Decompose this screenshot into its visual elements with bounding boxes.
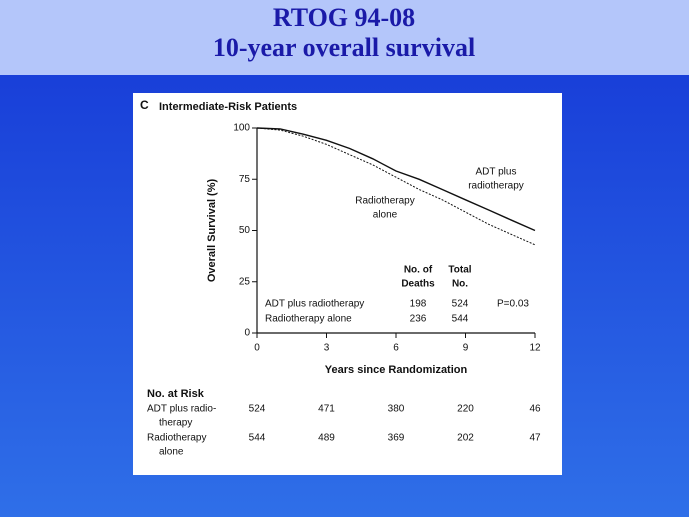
inset-header: No. [452, 279, 468, 290]
risk-count: 220 [457, 404, 474, 415]
curve-annotation: alone [373, 210, 398, 221]
title-band [0, 0, 689, 75]
risk-row-name: therapy [159, 418, 192, 429]
y-tick-label: 25 [239, 276, 251, 287]
curve-annotation: Radiotherapy [355, 196, 414, 207]
x-tick-label: 0 [254, 343, 260, 354]
y-tick-label: 100 [233, 123, 250, 134]
risk-count: 47 [529, 433, 541, 444]
inset-header: No. of [404, 265, 433, 276]
x-tick-label: 6 [393, 343, 399, 354]
risk-count: 380 [388, 404, 405, 415]
inset-header: Deaths [401, 279, 435, 290]
risk-row-name: alone [159, 447, 184, 458]
risk-row-name: Radiotherapy [147, 433, 206, 444]
x-tick-label: 9 [463, 343, 469, 354]
x-tick-label: 3 [324, 343, 330, 354]
inset-row-name: Radiotherapy alone [265, 314, 352, 325]
risk-count: 471 [318, 404, 335, 415]
inset-total: 524 [452, 299, 469, 310]
slide-subtitle: 10-year overall survival [213, 33, 475, 62]
y-tick-label: 0 [244, 328, 250, 339]
risk-count: 544 [249, 433, 266, 444]
slide-title: RTOG 94-08 [273, 3, 415, 32]
inset-total: 544 [452, 314, 469, 325]
x-tick-label: 12 [529, 343, 541, 354]
curve-annotation: radiotherapy [468, 181, 524, 192]
risk-count: 46 [529, 404, 541, 415]
risk-count: 369 [388, 433, 405, 444]
survival-curve [256, 127, 536, 246]
inset-deaths: 198 [410, 299, 427, 310]
survival-curve [256, 127, 536, 232]
risk-count: 202 [457, 433, 474, 444]
curve-annotation: ADT plus [476, 167, 517, 178]
p-value: P=0.03 [497, 299, 529, 310]
y-tick-label: 50 [239, 225, 251, 236]
chart-title: Intermediate-Risk Patients [159, 101, 297, 113]
risk-count: 489 [318, 433, 335, 444]
y-tick-label: 75 [239, 174, 251, 185]
risk-title: No. at Risk [147, 388, 205, 400]
inset-header: Total [448, 265, 471, 276]
inset-deaths: 236 [410, 314, 427, 325]
inset-row-name: ADT plus radiotherapy [265, 299, 364, 310]
x-axis-label: Years since Randomization [325, 364, 468, 376]
panel-label: C [140, 98, 149, 112]
chart-panel [133, 93, 562, 475]
risk-row-name: ADT plus radio- [147, 404, 216, 415]
y-axis-label: Overall Survival (%) [206, 179, 218, 283]
risk-count: 524 [249, 404, 266, 415]
